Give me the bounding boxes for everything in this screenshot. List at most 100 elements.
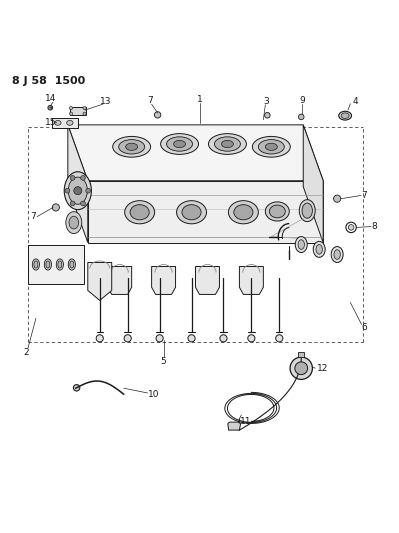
Circle shape: [156, 335, 163, 342]
Text: 15: 15: [45, 118, 56, 126]
Circle shape: [81, 201, 85, 206]
Ellipse shape: [302, 203, 312, 218]
Polygon shape: [28, 245, 84, 285]
Text: 7: 7: [30, 212, 36, 221]
Text: 14: 14: [45, 94, 57, 103]
Text: 10: 10: [148, 390, 159, 399]
Ellipse shape: [269, 205, 285, 218]
Ellipse shape: [331, 247, 343, 263]
Text: 12: 12: [317, 364, 328, 373]
Circle shape: [276, 335, 283, 342]
Ellipse shape: [228, 200, 258, 224]
Circle shape: [86, 188, 91, 193]
Circle shape: [265, 112, 270, 118]
Polygon shape: [196, 266, 219, 294]
Ellipse shape: [167, 137, 192, 151]
Ellipse shape: [334, 250, 340, 260]
Ellipse shape: [208, 134, 246, 155]
Text: 1: 1: [197, 95, 202, 104]
Text: 2: 2: [23, 348, 29, 357]
Ellipse shape: [298, 240, 304, 249]
Ellipse shape: [124, 200, 154, 224]
Polygon shape: [70, 107, 86, 115]
Circle shape: [334, 195, 341, 202]
Circle shape: [69, 107, 73, 110]
Circle shape: [83, 112, 86, 115]
Text: 11: 11: [240, 417, 251, 426]
Ellipse shape: [70, 261, 74, 268]
Circle shape: [96, 335, 103, 342]
Circle shape: [48, 106, 53, 110]
Ellipse shape: [341, 113, 349, 118]
Circle shape: [73, 385, 80, 391]
Text: 13: 13: [100, 97, 111, 106]
Polygon shape: [239, 266, 263, 294]
Ellipse shape: [126, 143, 138, 150]
Circle shape: [348, 224, 354, 230]
Ellipse shape: [55, 120, 61, 125]
Ellipse shape: [67, 120, 73, 125]
Circle shape: [69, 112, 73, 115]
Polygon shape: [228, 422, 241, 430]
Circle shape: [52, 204, 59, 211]
Polygon shape: [52, 118, 78, 127]
Ellipse shape: [113, 136, 151, 157]
Ellipse shape: [69, 216, 79, 229]
Ellipse shape: [32, 259, 40, 270]
Circle shape: [70, 201, 75, 206]
Ellipse shape: [44, 259, 51, 270]
Ellipse shape: [34, 261, 38, 268]
Polygon shape: [88, 263, 112, 301]
Ellipse shape: [176, 200, 207, 224]
Ellipse shape: [68, 177, 87, 204]
Text: 8 J 58  1500: 8 J 58 1500: [12, 76, 85, 86]
Ellipse shape: [46, 261, 50, 268]
Text: 4: 4: [352, 97, 358, 106]
Ellipse shape: [130, 205, 149, 220]
Ellipse shape: [265, 143, 277, 150]
Text: 5: 5: [161, 357, 166, 366]
Ellipse shape: [299, 200, 315, 222]
Ellipse shape: [316, 245, 322, 254]
Polygon shape: [152, 266, 176, 294]
Ellipse shape: [265, 202, 289, 221]
Ellipse shape: [174, 140, 186, 148]
Circle shape: [290, 357, 312, 379]
Text: 9: 9: [299, 96, 305, 106]
Circle shape: [74, 187, 82, 195]
Ellipse shape: [221, 140, 233, 148]
Circle shape: [295, 362, 308, 375]
Circle shape: [154, 112, 161, 118]
Circle shape: [65, 188, 70, 193]
Ellipse shape: [313, 241, 325, 257]
Polygon shape: [298, 352, 304, 357]
Circle shape: [248, 335, 255, 342]
Ellipse shape: [68, 259, 75, 270]
Polygon shape: [88, 181, 323, 243]
Circle shape: [188, 335, 195, 342]
Text: 6: 6: [361, 323, 367, 332]
Ellipse shape: [234, 205, 253, 220]
Text: 7: 7: [361, 191, 367, 200]
Circle shape: [124, 335, 131, 342]
Ellipse shape: [339, 111, 352, 120]
Ellipse shape: [160, 134, 198, 155]
Polygon shape: [303, 125, 323, 243]
Ellipse shape: [295, 237, 307, 253]
Ellipse shape: [119, 140, 145, 154]
Ellipse shape: [58, 261, 62, 268]
Text: 7: 7: [147, 96, 152, 106]
Polygon shape: [68, 125, 88, 243]
Ellipse shape: [214, 137, 240, 151]
Circle shape: [298, 114, 304, 120]
Ellipse shape: [66, 212, 82, 233]
Circle shape: [70, 175, 75, 180]
Ellipse shape: [182, 205, 201, 220]
Polygon shape: [108, 266, 132, 294]
Circle shape: [220, 335, 227, 342]
Ellipse shape: [252, 136, 290, 157]
Ellipse shape: [64, 172, 91, 209]
Text: 3: 3: [264, 97, 269, 106]
Text: 8: 8: [371, 222, 377, 231]
Circle shape: [81, 175, 85, 180]
